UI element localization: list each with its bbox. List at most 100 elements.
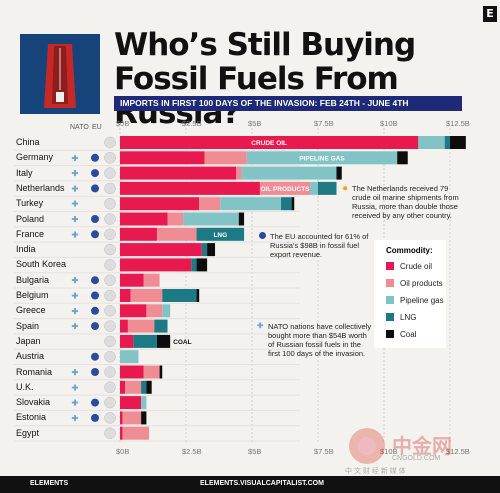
- bar-segment-netherlands-lng: [318, 181, 337, 195]
- flag-icon-poland: [104, 213, 116, 225]
- bar-segment-belgium-oil-products: [130, 289, 163, 302]
- eu-marker-icon: [91, 291, 99, 300]
- x-tick-label-top: $7.5B: [314, 119, 334, 128]
- bar-segment-belgium-coal: [196, 289, 200, 302]
- flag-icon-greece: [104, 305, 116, 317]
- watermark-cn: 中金网: [392, 434, 452, 458]
- bar-segment-u-k--coal: [146, 380, 152, 394]
- bar-segment-poland-coal: [238, 212, 245, 226]
- country-label: Spain: [16, 320, 40, 331]
- nato-marker-icon: ✚: [72, 307, 79, 316]
- flag-icon-turkey: [104, 197, 116, 210]
- legend-item-lng: LNG: [386, 313, 416, 322]
- flag-icon-netherlands: [104, 182, 116, 195]
- x-tick-label-bottom: $5B: [248, 447, 261, 456]
- bar-segment-spain-lng: [154, 319, 168, 333]
- footer-site: ELEMENTS.VISUALCAPITALIST.COM: [200, 480, 324, 487]
- flag-icon-belgium: [104, 289, 116, 302]
- flag-icon-france: [104, 228, 116, 241]
- commodity-legend: Commodity: Crude oil Oil products Pipeli…: [374, 240, 446, 348]
- country-label: Germany: [16, 152, 54, 163]
- country-label: Japan: [16, 335, 41, 346]
- x-tick-label-top: $2.5B: [182, 119, 202, 128]
- eu-marker-icon: [91, 184, 99, 193]
- watermark-tagline: 中 文 财 经 新 媒 体: [345, 468, 406, 475]
- bar-segment-turkey-pipeline-gas: [220, 197, 282, 211]
- nato-marker-icon: ✚: [72, 383, 79, 392]
- country-label: India: [16, 244, 36, 255]
- nato-marker-icon: ✚: [72, 414, 79, 423]
- country-label: Bulgaria: [16, 274, 50, 285]
- flag-icon-india: [104, 243, 116, 256]
- country-label: Netherlands: [16, 182, 65, 193]
- flag-icon-germany: [104, 152, 116, 164]
- country-label: South Korea: [16, 259, 67, 270]
- subtitle-banner: IMPORTS IN FIRST 100 DAYS OF THE INVASIO…: [114, 96, 462, 111]
- x-tick-label-top: $5B: [248, 119, 261, 128]
- bar-segment-turkey-lng: [281, 197, 292, 211]
- flag-icon-bulgaria: [104, 274, 116, 286]
- flag-icon-china: [104, 136, 116, 149]
- eu-marker-icon: [91, 276, 99, 285]
- legend-label: Pipeline gas: [400, 296, 444, 305]
- bar-segment-netherlands-crude-oil: [120, 181, 260, 195]
- eu-marker-icon: [91, 413, 99, 422]
- flag-icon-slovakia: [104, 396, 116, 409]
- bar-segment-india-coal: [207, 243, 216, 257]
- bar-label: OIL PRODUCTS: [261, 186, 311, 193]
- nato-note: ✚ NATO nations have collectively bought …: [257, 321, 372, 358]
- eu-marker-icon: [91, 169, 99, 178]
- nato-marker-icon: ✚: [72, 322, 79, 331]
- bar-segment-belgium-crude-oil: [120, 289, 131, 302]
- sun-icon: ✸: [342, 184, 349, 193]
- bar-segment-china-pipeline-gas: [418, 136, 445, 149]
- bar-segment-germany-crude-oil: [120, 151, 205, 165]
- bar-segment-netherlands-oil-products: [259, 181, 311, 195]
- bar-segment-greece-pipeline-gas: [162, 304, 171, 318]
- nato-marker-icon: ✚: [72, 169, 79, 178]
- flag-icon-japan: [104, 335, 116, 348]
- country-label: Austria: [16, 351, 45, 362]
- eu-marker-icon: [91, 215, 99, 223]
- bar-segment-italy-crude-oil: [120, 166, 237, 180]
- legend-swatch: [386, 262, 394, 270]
- title-line-1: Who’s Still Buying: [114, 27, 416, 63]
- eu-column-header: EU: [92, 124, 102, 131]
- legend-title: Commodity:: [386, 246, 433, 255]
- nato-marker-icon: ✚: [72, 230, 79, 239]
- bar-segment-belgium-lng: [162, 289, 197, 302]
- x-tick-label-top: $12.5B: [446, 119, 470, 128]
- bar-segment-china-crude-oil: [120, 136, 419, 149]
- flag-icon-austria: [104, 350, 116, 363]
- nato-marker-icon: ✚: [72, 276, 79, 285]
- legend-item-coal: Coal: [386, 330, 416, 339]
- elements-logo: E: [483, 6, 497, 22]
- legend-label: Oil products: [400, 279, 443, 288]
- bar-segment-china-coal: [450, 136, 466, 149]
- bar-segment-turkey-crude-oil: [120, 197, 200, 211]
- nato-cross-icon: ✚: [257, 321, 264, 330]
- title-line-2: Fossil Fuels From Russia?: [114, 61, 399, 131]
- bar-segment-greece-oil-products: [146, 304, 163, 318]
- legend-swatch: [386, 279, 394, 287]
- bar-segment-netherlands-pipeline-gas: [310, 181, 318, 195]
- bar-segment-poland-oil-products: [167, 212, 184, 226]
- eu-marker-icon: [91, 352, 99, 361]
- bar-segment-south-korea-crude-oil: [120, 258, 192, 272]
- x-tick-label-top: $0B: [116, 119, 129, 128]
- footer-bar: ELEMENTS ELEMENTS.VISUALCAPITALIST.COM: [0, 476, 500, 493]
- bar-segment-south-korea-coal: [196, 258, 208, 272]
- x-tick-label-bottom: $2.5B: [182, 447, 202, 456]
- country-label: Poland: [16, 213, 45, 224]
- country-label: Belgium: [16, 290, 49, 300]
- footer-brand: ELEMENTS: [30, 480, 69, 487]
- watermark-domain: CNGOLD.COM: [392, 455, 441, 462]
- bar-label: COAL: [173, 339, 191, 346]
- bar-segment-germany-coal: [397, 151, 408, 165]
- bar-segment-india-crude-oil: [120, 243, 202, 257]
- bar-label: PIPELINE GAS: [299, 155, 345, 162]
- x-tick-label-bottom: $7.5B: [314, 447, 334, 456]
- nato-marker-icon: ✚: [72, 399, 79, 408]
- country-label: Romania: [16, 366, 53, 377]
- eu-marker-icon: [91, 322, 99, 331]
